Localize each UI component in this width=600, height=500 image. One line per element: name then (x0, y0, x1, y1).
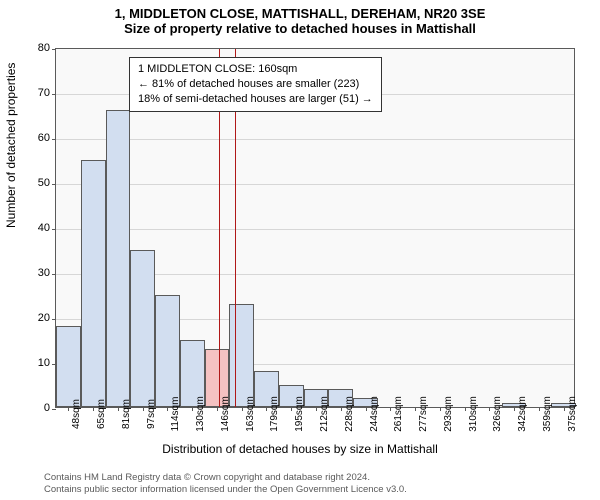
x-tick (489, 407, 490, 411)
y-tick-label: 10 (38, 357, 50, 369)
y-gridline (56, 139, 574, 140)
x-tick-label: 228sqm (344, 396, 355, 432)
x-tick (390, 407, 391, 411)
x-axis-label: Distribution of detached houses by size … (0, 442, 600, 456)
y-tick-label: 80 (38, 42, 50, 54)
y-gridline (56, 229, 574, 230)
x-tick-label: 359sqm (542, 396, 553, 432)
footer-line1: Contains HM Land Registry data © Crown c… (44, 472, 407, 484)
y-axis-label: Number of detached properties (4, 63, 18, 228)
x-tick-label: 179sqm (269, 396, 280, 432)
x-tick-label: 310sqm (468, 396, 479, 432)
x-tick-label: 97sqm (146, 399, 157, 429)
x-tick-label: 81sqm (121, 399, 132, 429)
x-tick-label: 375sqm (567, 396, 578, 432)
x-tick (118, 407, 119, 411)
annotation-line3: 18% of semi-detached houses are larger (… (138, 92, 373, 107)
x-tick-label: 146sqm (220, 396, 231, 432)
y-tick-label: 0 (44, 402, 50, 414)
chart-title-line1: 1, MIDDLETON CLOSE, MATTISHALL, DEREHAM,… (0, 0, 600, 21)
histogram-bar (56, 326, 81, 407)
x-tick (366, 407, 367, 411)
y-tick-label: 40 (38, 222, 50, 234)
x-tick-label: 65sqm (96, 399, 107, 429)
annotation-box: 1 MIDDLETON CLOSE: 160sqm ← 81% of detac… (129, 57, 382, 112)
x-tick-label: 130sqm (195, 396, 206, 432)
y-tick (52, 184, 56, 185)
annotation-line2: ← 81% of detached houses are smaller (22… (138, 77, 373, 92)
x-tick (514, 407, 515, 411)
x-tick (192, 407, 193, 411)
x-tick (266, 407, 267, 411)
y-tick-label: 70 (38, 87, 50, 99)
annotation-line1: 1 MIDDLETON CLOSE: 160sqm (138, 62, 373, 77)
histogram-bar (81, 160, 106, 408)
histogram-bar (130, 250, 155, 408)
histogram-bar (155, 295, 180, 408)
x-tick-label: 114sqm (170, 397, 181, 432)
x-tick (68, 407, 69, 411)
y-tick (52, 49, 56, 50)
x-tick-label: 261sqm (393, 396, 404, 432)
footer-attribution: Contains HM Land Registry data © Crown c… (44, 472, 407, 496)
x-tick-label: 293sqm (443, 396, 454, 432)
footer-line2: Contains public sector information licen… (44, 484, 407, 496)
y-tick-label: 20 (38, 312, 50, 324)
x-tick-label: 212sqm (319, 396, 330, 432)
x-tick (539, 407, 540, 411)
y-tick (52, 229, 56, 230)
x-tick (167, 407, 168, 411)
y-tick (52, 274, 56, 275)
x-tick-label: 277sqm (418, 396, 429, 432)
y-tick-label: 60 (38, 132, 50, 144)
x-tick (415, 407, 416, 411)
histogram-bar (229, 304, 254, 408)
y-tick (52, 319, 56, 320)
histogram-bar (106, 110, 131, 407)
chart-plot-area: 1 MIDDLETON CLOSE: 160sqm ← 81% of detac… (55, 48, 575, 408)
x-tick-label: 163sqm (245, 396, 256, 432)
x-tick-label: 195sqm (294, 396, 305, 432)
x-tick (341, 407, 342, 411)
chart-title-line2: Size of property relative to detached ho… (0, 21, 600, 40)
x-tick (143, 407, 144, 411)
y-tick-label: 50 (38, 177, 50, 189)
x-tick (217, 407, 218, 411)
y-tick (52, 94, 56, 95)
x-tick (440, 407, 441, 411)
y-tick-label: 30 (38, 267, 50, 279)
x-tick-label: 48sqm (71, 399, 82, 429)
x-tick-label: 342sqm (517, 396, 528, 432)
x-tick (316, 407, 317, 411)
x-tick-label: 244sqm (369, 396, 380, 432)
y-tick (52, 139, 56, 140)
x-tick (564, 407, 565, 411)
y-gridline (56, 184, 574, 185)
x-tick (242, 407, 243, 411)
x-tick (465, 407, 466, 411)
y-tick (52, 409, 56, 410)
x-tick (291, 407, 292, 411)
x-tick (93, 407, 94, 411)
x-tick-label: 326sqm (492, 396, 503, 432)
